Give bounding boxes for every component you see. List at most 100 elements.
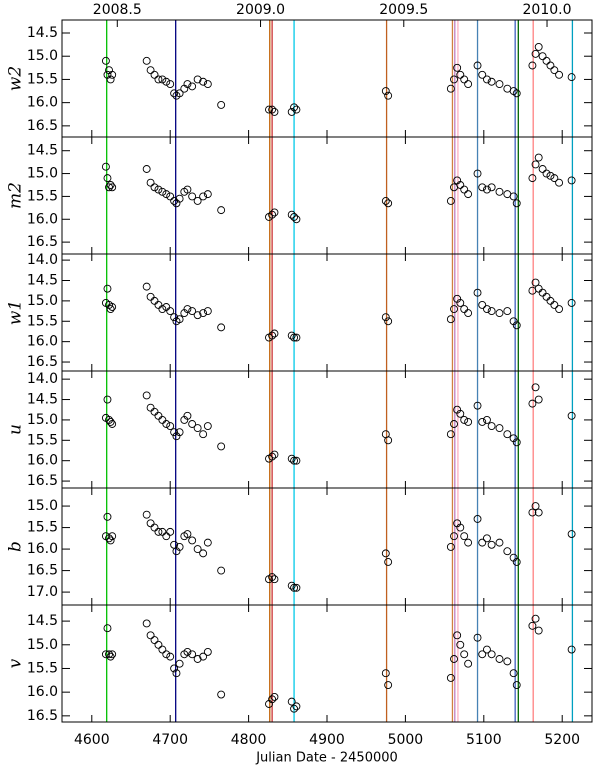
data-point xyxy=(381,313,390,322)
y-tick-label: 16.5 xyxy=(27,234,58,250)
data-point xyxy=(170,428,179,437)
y-tick-label: 16.5 xyxy=(27,563,58,579)
data-point xyxy=(268,331,277,340)
data-point xyxy=(290,583,299,592)
data-point xyxy=(103,174,112,183)
data-point xyxy=(531,278,540,287)
data-point xyxy=(188,536,197,545)
data-point xyxy=(290,456,299,465)
data-point xyxy=(108,650,117,659)
data-point xyxy=(482,75,491,84)
data-point xyxy=(146,66,155,75)
data-point xyxy=(531,502,540,511)
data-point xyxy=(528,174,537,183)
y-tick-label: 15.5 xyxy=(27,71,58,87)
data-point xyxy=(175,315,184,324)
data-point xyxy=(567,298,576,307)
data-point xyxy=(460,415,469,424)
data-point xyxy=(146,178,155,187)
data-point xyxy=(162,420,171,428)
data-point xyxy=(183,305,192,313)
y-tick-label: 15.5 xyxy=(27,432,58,448)
data-point xyxy=(534,395,543,404)
data-point xyxy=(175,428,184,437)
data-point xyxy=(473,401,482,410)
data-point xyxy=(162,190,171,199)
data-point xyxy=(162,77,171,86)
data-point xyxy=(450,655,458,663)
data-point xyxy=(166,192,175,201)
data-point xyxy=(150,296,159,305)
y-tick-label: 15.0 xyxy=(27,412,58,428)
data-point xyxy=(270,107,279,116)
data-point xyxy=(512,438,521,447)
data-point xyxy=(487,307,496,316)
x-tick-label: 4800 xyxy=(231,732,267,748)
data-point xyxy=(473,61,482,70)
data-point xyxy=(106,305,115,313)
data-point xyxy=(166,422,175,430)
panel-frame xyxy=(61,253,593,372)
data-point xyxy=(503,657,512,666)
data-point xyxy=(270,692,279,701)
data-point xyxy=(290,333,299,342)
data-point xyxy=(531,160,540,169)
data-point xyxy=(495,655,504,663)
data-point xyxy=(166,307,175,316)
y-tick-label: 15.0 xyxy=(27,637,58,653)
data-point xyxy=(188,82,197,91)
y-tick-label: 15.5 xyxy=(27,313,58,329)
data-point xyxy=(534,626,543,635)
y-tick-label: 16.5 xyxy=(27,354,58,370)
data-point xyxy=(290,103,299,112)
data-point xyxy=(473,633,482,642)
data-point xyxy=(531,383,540,392)
data-point xyxy=(106,75,115,84)
data-point xyxy=(172,669,181,678)
data-point xyxy=(217,566,226,575)
data-point xyxy=(487,650,496,659)
y-axis-label: u xyxy=(6,424,26,435)
data-point xyxy=(199,192,208,201)
data-point xyxy=(460,532,469,541)
y-tick-label: 16.0 xyxy=(27,334,58,350)
data-point xyxy=(290,213,299,221)
data-point xyxy=(287,210,296,219)
data-point xyxy=(567,530,576,538)
data-point xyxy=(456,181,465,189)
x-tick-label: 4700 xyxy=(152,732,188,748)
data-point xyxy=(512,199,521,208)
data-point xyxy=(287,107,296,116)
data-point xyxy=(503,307,512,316)
panel-frame xyxy=(61,370,593,489)
data-point xyxy=(512,89,521,98)
data-point xyxy=(162,650,171,659)
x-axis-label: Julian Date - 2450000 xyxy=(255,751,398,766)
data-point xyxy=(460,185,469,194)
data-point xyxy=(158,645,167,654)
data-point xyxy=(199,549,208,558)
y-axis-label: w2 xyxy=(6,66,26,91)
y-tick-label: 16.0 xyxy=(27,95,58,111)
y-tick-label: 15.5 xyxy=(27,660,58,676)
data-point xyxy=(217,206,226,215)
data-point xyxy=(188,307,197,316)
data-point xyxy=(142,391,151,400)
data-point xyxy=(464,309,473,318)
y-tick-label: 14.0 xyxy=(27,252,58,268)
data-point xyxy=(101,56,110,65)
x-tick-label: 4600 xyxy=(74,732,110,748)
data-point xyxy=(203,80,212,89)
data-point xyxy=(154,640,163,649)
data-point xyxy=(528,508,537,517)
data-point xyxy=(270,208,279,217)
y-tick-label: 14.5 xyxy=(27,613,58,629)
panel-frame xyxy=(61,136,593,255)
data-point xyxy=(203,307,212,316)
data-point xyxy=(150,183,159,192)
data-point xyxy=(146,292,155,301)
data-point xyxy=(203,190,212,199)
data-point xyxy=(487,77,496,86)
data-point xyxy=(108,532,117,541)
